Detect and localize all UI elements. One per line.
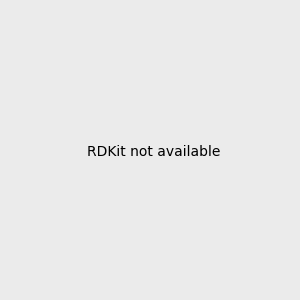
Text: RDKit not available: RDKit not available [87,145,220,158]
